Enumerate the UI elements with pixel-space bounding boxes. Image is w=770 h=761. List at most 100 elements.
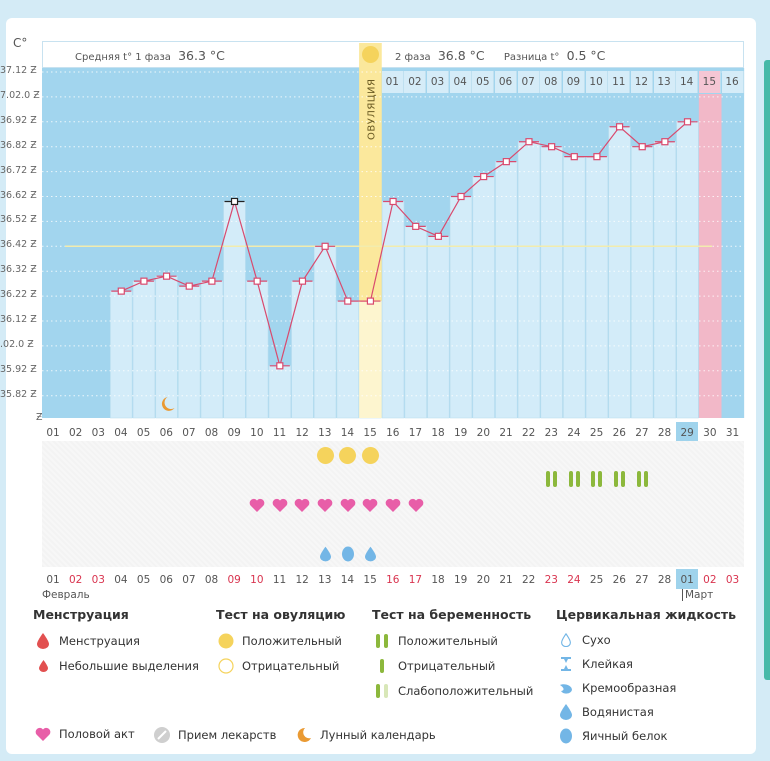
cycle-day-label[interactable]: 11 (272, 427, 287, 439)
calendar-date-label[interactable]: 17 (408, 574, 423, 586)
cycle-day-label[interactable]: 03 (91, 427, 105, 439)
phase2-day-label[interactable]: 11 (608, 71, 631, 93)
cycle-day-label[interactable]: 24 (567, 427, 581, 439)
ovulation-test-positive-icon[interactable] (316, 447, 334, 464)
cycle-day-label[interactable]: 01 (46, 427, 60, 439)
cycle-day-label[interactable]: 16 (386, 427, 400, 439)
phase2-day-label[interactable]: 09 (562, 71, 585, 93)
cycle-day-label[interactable]: 15 (363, 427, 377, 439)
calendar-date-label[interactable]: 10 (250, 574, 264, 586)
intercourse-heart-icon[interactable] (407, 498, 425, 512)
calendar-date-label[interactable]: 06 (159, 574, 173, 586)
phase2-day-label[interactable]: 15 (698, 71, 721, 93)
calendar-date-label[interactable]: 05 (136, 574, 151, 586)
calendar-date-label[interactable]: 16 (386, 574, 400, 586)
ovulation-test-positive-icon[interactable] (361, 447, 379, 464)
intercourse-heart-icon[interactable] (339, 498, 357, 512)
calendar-date-label[interactable]: 18 (431, 574, 445, 586)
pregnancy-test-positive-icon[interactable] (633, 471, 651, 487)
cycle-day-label[interactable]: 04 (114, 427, 128, 439)
ovulation-test-positive-icon[interactable] (339, 447, 357, 464)
phase2-day-label[interactable]: 05 (472, 71, 495, 93)
cycle-day-label[interactable]: 12 (295, 427, 309, 439)
cycle-day-label[interactable]: 29 (676, 422, 699, 442)
calendar-date-label[interactable]: 24 (567, 574, 581, 586)
egg-white-fluid-icon[interactable] (339, 546, 357, 562)
cycle-day-label[interactable]: 25 (589, 427, 604, 439)
phase2-day-label[interactable]: 10 (585, 71, 608, 93)
cycle-day-label[interactable]: 17 (408, 427, 423, 439)
cycle-day-label[interactable]: 08 (204, 427, 219, 439)
calendar-date-label[interactable]: 12 (295, 574, 309, 586)
calendar-date-label[interactable]: 23 (544, 574, 558, 586)
phase2-day-label[interactable]: 02 (404, 71, 427, 93)
intercourse-heart-icon[interactable] (248, 498, 266, 512)
calendar-date-label[interactable]: 02 (703, 574, 717, 586)
pregnancy-test-positive-icon[interactable] (565, 471, 583, 487)
cycle-day-label[interactable]: 18 (431, 427, 445, 439)
cycle-day-label[interactable]: 30 (703, 427, 717, 439)
calendar-date-label[interactable]: 25 (589, 574, 604, 586)
phase2-day-label[interactable]: 04 (449, 71, 472, 93)
calendar-date-label[interactable]: 03 (725, 574, 740, 586)
calendar-date-label[interactable]: 04 (114, 574, 128, 586)
cycle-day-label[interactable]: 23 (544, 427, 558, 439)
calendar-date-label[interactable]: 28 (657, 574, 672, 586)
cycle-day-label[interactable]: 22 (521, 427, 536, 439)
cycle-day-label[interactable]: 09 (227, 427, 241, 439)
cycle-day-label[interactable]: 20 (476, 427, 491, 439)
calendar-date-label[interactable]: 01 (676, 569, 699, 589)
pregnancy-test-positive-icon[interactable] (543, 471, 561, 487)
calendar-date-label[interactable]: 14 (340, 574, 355, 586)
calendar-date-label[interactable]: 15 (363, 574, 377, 586)
phase2-day-label[interactable]: 16 (721, 71, 744, 93)
calendar-date-label[interactable]: 01 (46, 574, 60, 586)
cycle-day-label[interactable]: 06 (159, 427, 173, 439)
phase2-day-label[interactable]: 06 (495, 71, 517, 93)
phase2-day-label[interactable]: 13 (653, 71, 676, 93)
y-tick-label: 36.22 Ƶ (0, 289, 37, 301)
legend-item: Отрицательный (372, 653, 533, 678)
phase2-day-label[interactable]: 07 (517, 71, 540, 93)
calendar-date-label[interactable]: 19 (454, 574, 468, 586)
cycle-day-label[interactable]: 07 (182, 427, 196, 439)
intercourse-heart-icon[interactable] (293, 498, 311, 512)
cycle-day-label[interactable]: 05 (136, 427, 151, 439)
calendar-date-label[interactable]: 20 (476, 574, 491, 586)
calendar-date-label[interactable]: 27 (635, 574, 649, 586)
calendar-date-label[interactable]: 22 (521, 574, 536, 586)
cycle-day-label[interactable]: 31 (725, 427, 740, 439)
cycle-day-label[interactable]: 27 (635, 427, 649, 439)
phase2-day-label[interactable]: 03 (427, 71, 450, 93)
phase2-day-label[interactable]: 08 (540, 71, 563, 93)
pregnancy-test-positive-icon[interactable] (588, 471, 606, 487)
side-scroll-handle[interactable] (764, 60, 770, 680)
intercourse-heart-icon[interactable] (361, 498, 379, 512)
cycle-day-label[interactable]: 28 (657, 427, 672, 439)
cycle-day-label[interactable]: 13 (318, 427, 332, 439)
calendar-date-label[interactable]: 21 (499, 574, 513, 586)
calendar-date-label[interactable]: 13 (318, 574, 332, 586)
phase2-day-label[interactable]: 14 (676, 71, 699, 93)
watery-fluid-icon[interactable] (361, 546, 379, 562)
cycle-day-label[interactable]: 02 (68, 427, 83, 439)
intercourse-heart-icon[interactable] (384, 498, 402, 512)
watery-fluid-icon[interactable] (316, 546, 334, 562)
intercourse-heart-icon[interactable] (316, 498, 334, 512)
intercourse-heart-icon[interactable] (271, 498, 289, 512)
calendar-date-label[interactable]: 11 (272, 574, 287, 586)
calendar-date-label[interactable]: 08 (204, 574, 219, 586)
cycle-day-label[interactable]: 10 (250, 427, 264, 439)
cycle-day-label[interactable]: 21 (499, 427, 513, 439)
calendar-date-label[interactable]: 03 (91, 574, 105, 586)
cycle-day-label[interactable]: 14 (340, 427, 355, 439)
calendar-date-label[interactable]: 02 (68, 574, 83, 586)
cycle-day-label[interactable]: 26 (612, 427, 626, 439)
cycle-day-label[interactable]: 19 (454, 427, 468, 439)
phase2-day-label[interactable]: 12 (630, 71, 653, 93)
calendar-date-label[interactable]: 09 (227, 574, 241, 586)
calendar-date-label[interactable]: 07 (182, 574, 196, 586)
calendar-date-label[interactable]: 26 (612, 574, 626, 586)
pregnancy-test-positive-icon[interactable] (611, 471, 629, 487)
phase2-day-label[interactable]: 01 (381, 71, 404, 93)
